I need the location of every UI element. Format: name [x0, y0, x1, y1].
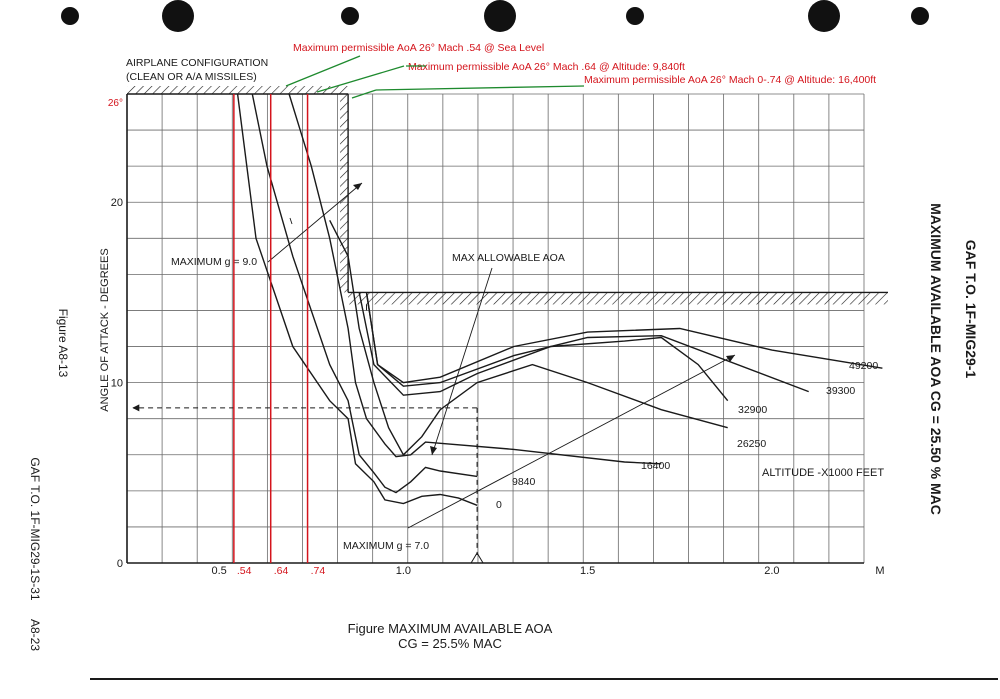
- altitude-label-9840: 9840: [512, 476, 536, 488]
- altitude-curve-26250: [329, 219, 728, 456]
- g9-tick: [289, 217, 293, 225]
- green-leader-2: [351, 89, 377, 99]
- altitude-curve-39300: [365, 292, 809, 393]
- green-leader-1: [316, 65, 405, 93]
- altitude-curve-0: [236, 93, 478, 506]
- binder-hole-3: [484, 0, 516, 32]
- binder-hole-6: [911, 7, 929, 25]
- ceiling-hatch: [127, 86, 349, 94]
- max-g-7-label: MAXIMUM g = 7.0: [343, 540, 429, 552]
- g7-arrow-head: [726, 355, 735, 362]
- x-axis-label: M: [875, 565, 884, 577]
- altitude-label-32900: 32900: [738, 404, 767, 416]
- red-mach-label-0: .54: [237, 565, 252, 577]
- altitude-title: ALTITUDE -X1000 FEET: [762, 467, 884, 479]
- example-entry-marker: [470, 552, 484, 564]
- max-g-9-label: MAXIMUM g = 9.0: [171, 256, 257, 268]
- altitude-label-26250: 26250: [737, 438, 766, 450]
- binder-hole-5: [808, 0, 840, 32]
- altitude-label-39300: 39300: [826, 385, 855, 397]
- altitude-label-0: 0: [496, 499, 502, 511]
- limit-floor-hatch: [348, 292, 889, 305]
- x-tick-label: 0.5: [211, 565, 226, 577]
- red-mach-label-1: .64: [274, 565, 289, 577]
- figure-caption-line1: Figure MAXIMUM AVAILABLE AOA: [347, 621, 553, 636]
- binder-hole-1: [162, 0, 194, 32]
- red-annotation-1: Maximum permissible AoA 26° Mach .64 @ A…: [408, 61, 685, 73]
- y-tick-label: 20: [111, 197, 123, 209]
- g9-arrow: [267, 182, 363, 263]
- green-leader-0: [285, 55, 361, 87]
- figure-caption-line2: CG = 25.5% MAC: [398, 636, 502, 651]
- altitude-label-16400: 16400: [641, 460, 670, 472]
- altitude-curve-32900: [358, 292, 729, 402]
- y-tick-label: 10: [111, 378, 123, 390]
- ceiling-red-label: 26°: [108, 98, 123, 109]
- y-tick-label: 0: [117, 558, 123, 570]
- binder-hole-4: [626, 7, 644, 25]
- altitude-curve-9840: [251, 93, 478, 494]
- x-tick-label: 1.5: [580, 565, 595, 577]
- x-tick-label: 2.0: [764, 565, 779, 577]
- limit-wall-hatch: [340, 94, 349, 293]
- altitude-curve-49200: [365, 292, 883, 384]
- red-annotation-2: Maximum permissible AoA 26° Mach 0-.74 @…: [584, 74, 876, 86]
- config-label: (CLEAN OR A/A MISSILES): [126, 71, 257, 83]
- binder-hole-2: [341, 7, 359, 25]
- g9-arrow-head: [353, 183, 362, 190]
- red-mach-label-2: .74: [311, 565, 326, 577]
- altitude-curve-16400: [288, 93, 662, 465]
- y-axis-label: ANGLE OF ATTACK - DEGREES: [99, 248, 111, 411]
- x-tick-label: 1.0: [396, 565, 411, 577]
- binder-hole-0: [61, 7, 79, 25]
- altitude-label-49200: 49200: [849, 360, 878, 372]
- max-aoa-leader: [431, 267, 493, 456]
- max-aoa-leader-head: [430, 446, 437, 455]
- config-label: AIRPLANE CONFIGURATION: [126, 57, 268, 69]
- green-leader-2b: [375, 85, 585, 91]
- max-aoa-label: MAX ALLOWABLE AOA: [452, 252, 565, 264]
- red-annotation-0: Maximum permissible AoA 26° Mach .54 @ S…: [293, 42, 544, 54]
- g7-arrow: [407, 354, 736, 529]
